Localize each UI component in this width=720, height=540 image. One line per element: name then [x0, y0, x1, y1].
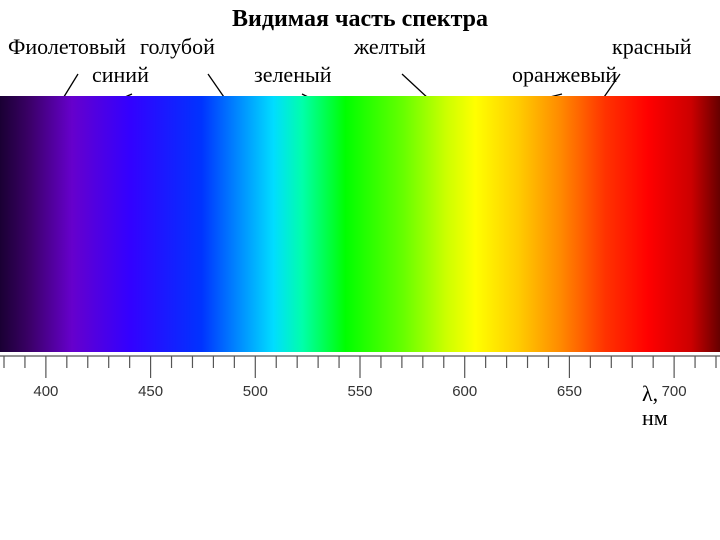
- label-blue: синий: [92, 62, 149, 88]
- wavelength-axis: 400450500550600650700: [0, 352, 720, 422]
- label-green: зеленый: [254, 62, 332, 88]
- svg-text:550: 550: [347, 383, 372, 400]
- axis-label: λ, нм: [642, 382, 702, 430]
- svg-text:450: 450: [138, 383, 163, 400]
- svg-text:500: 500: [243, 383, 268, 400]
- svg-text:400: 400: [33, 383, 58, 400]
- label-yellow: желтый: [354, 34, 426, 60]
- page: Видимая часть спектра Фиолетовый голубой…: [0, 0, 720, 540]
- label-red: красный: [612, 34, 692, 60]
- spectrum-block: 400450500550600650700: [0, 96, 720, 422]
- svg-text:600: 600: [452, 383, 477, 400]
- axis-label-symbol: λ,: [642, 381, 658, 406]
- label-violet: Фиолетовый: [8, 34, 126, 60]
- label-cyan: голубой: [140, 34, 215, 60]
- chart-title: Видимая часть спектра: [0, 6, 720, 33]
- label-orange: оранжевый: [512, 62, 617, 88]
- svg-text:650: 650: [557, 383, 582, 400]
- spectrum-gradient: [0, 96, 720, 352]
- label-row-top: Фиолетовый голубой желтый красный: [0, 34, 720, 62]
- label-row-bottom: синий зеленый оранжевый: [0, 62, 720, 90]
- axis-label-unit: нм: [642, 405, 668, 430]
